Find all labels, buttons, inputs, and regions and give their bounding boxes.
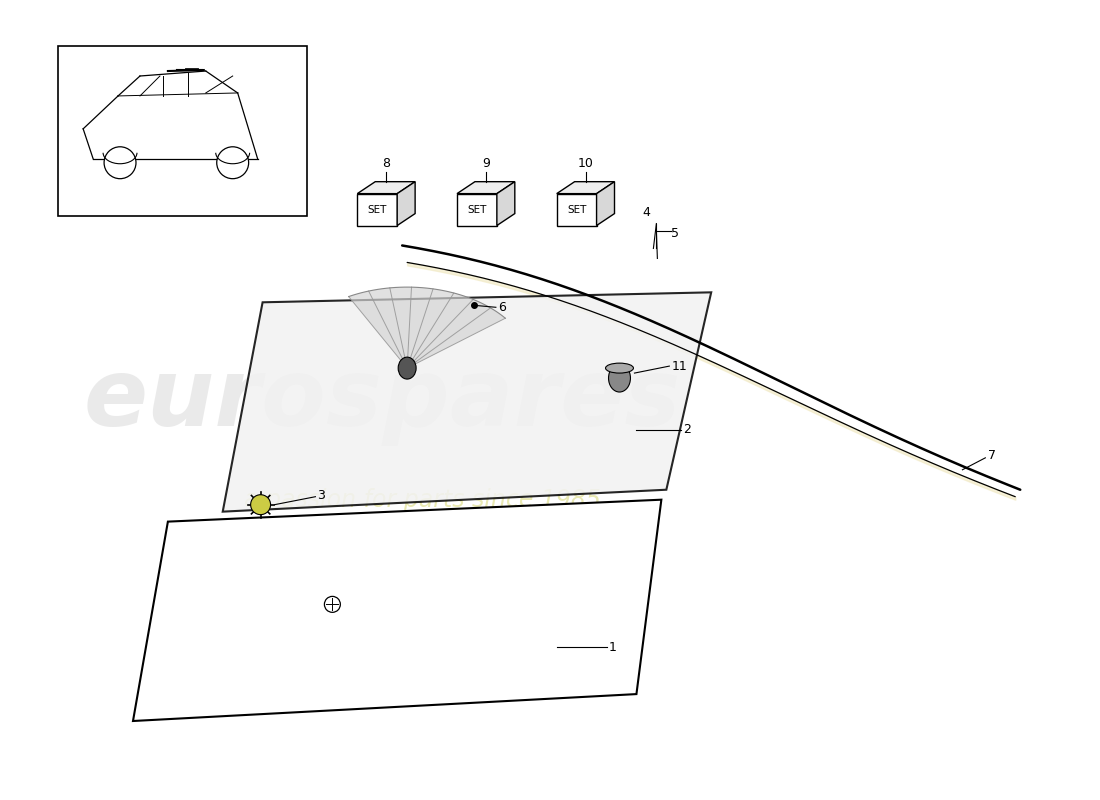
Polygon shape	[596, 182, 615, 226]
FancyBboxPatch shape	[358, 194, 397, 226]
Text: 10: 10	[578, 157, 594, 170]
Text: 5: 5	[671, 227, 680, 240]
Circle shape	[104, 146, 136, 178]
Text: SET: SET	[566, 205, 586, 214]
Text: 9: 9	[482, 157, 490, 170]
Circle shape	[217, 146, 249, 178]
Polygon shape	[557, 182, 615, 194]
Polygon shape	[397, 182, 415, 226]
FancyBboxPatch shape	[456, 194, 497, 226]
Ellipse shape	[608, 364, 630, 392]
Bar	[58, 46, 308, 215]
Text: 2: 2	[683, 423, 691, 437]
Ellipse shape	[398, 357, 416, 379]
Text: a passion for parts since 1985: a passion for parts since 1985	[244, 488, 601, 512]
Polygon shape	[222, 292, 712, 512]
Text: 7: 7	[988, 450, 997, 462]
Text: 1: 1	[608, 641, 616, 654]
Polygon shape	[133, 500, 661, 721]
Polygon shape	[497, 182, 515, 226]
FancyBboxPatch shape	[557, 194, 596, 226]
Text: 6: 6	[498, 301, 506, 314]
Polygon shape	[358, 182, 415, 194]
Text: 3: 3	[318, 490, 326, 502]
Circle shape	[251, 494, 271, 514]
Text: 11: 11	[671, 360, 688, 373]
Text: 8: 8	[382, 157, 390, 170]
Ellipse shape	[605, 363, 634, 373]
Text: eurospares: eurospares	[84, 354, 681, 446]
Text: SET: SET	[367, 205, 387, 214]
Polygon shape	[349, 287, 505, 368]
Circle shape	[324, 596, 340, 612]
Text: SET: SET	[468, 205, 486, 214]
Text: 4: 4	[642, 206, 650, 218]
Polygon shape	[456, 182, 515, 194]
